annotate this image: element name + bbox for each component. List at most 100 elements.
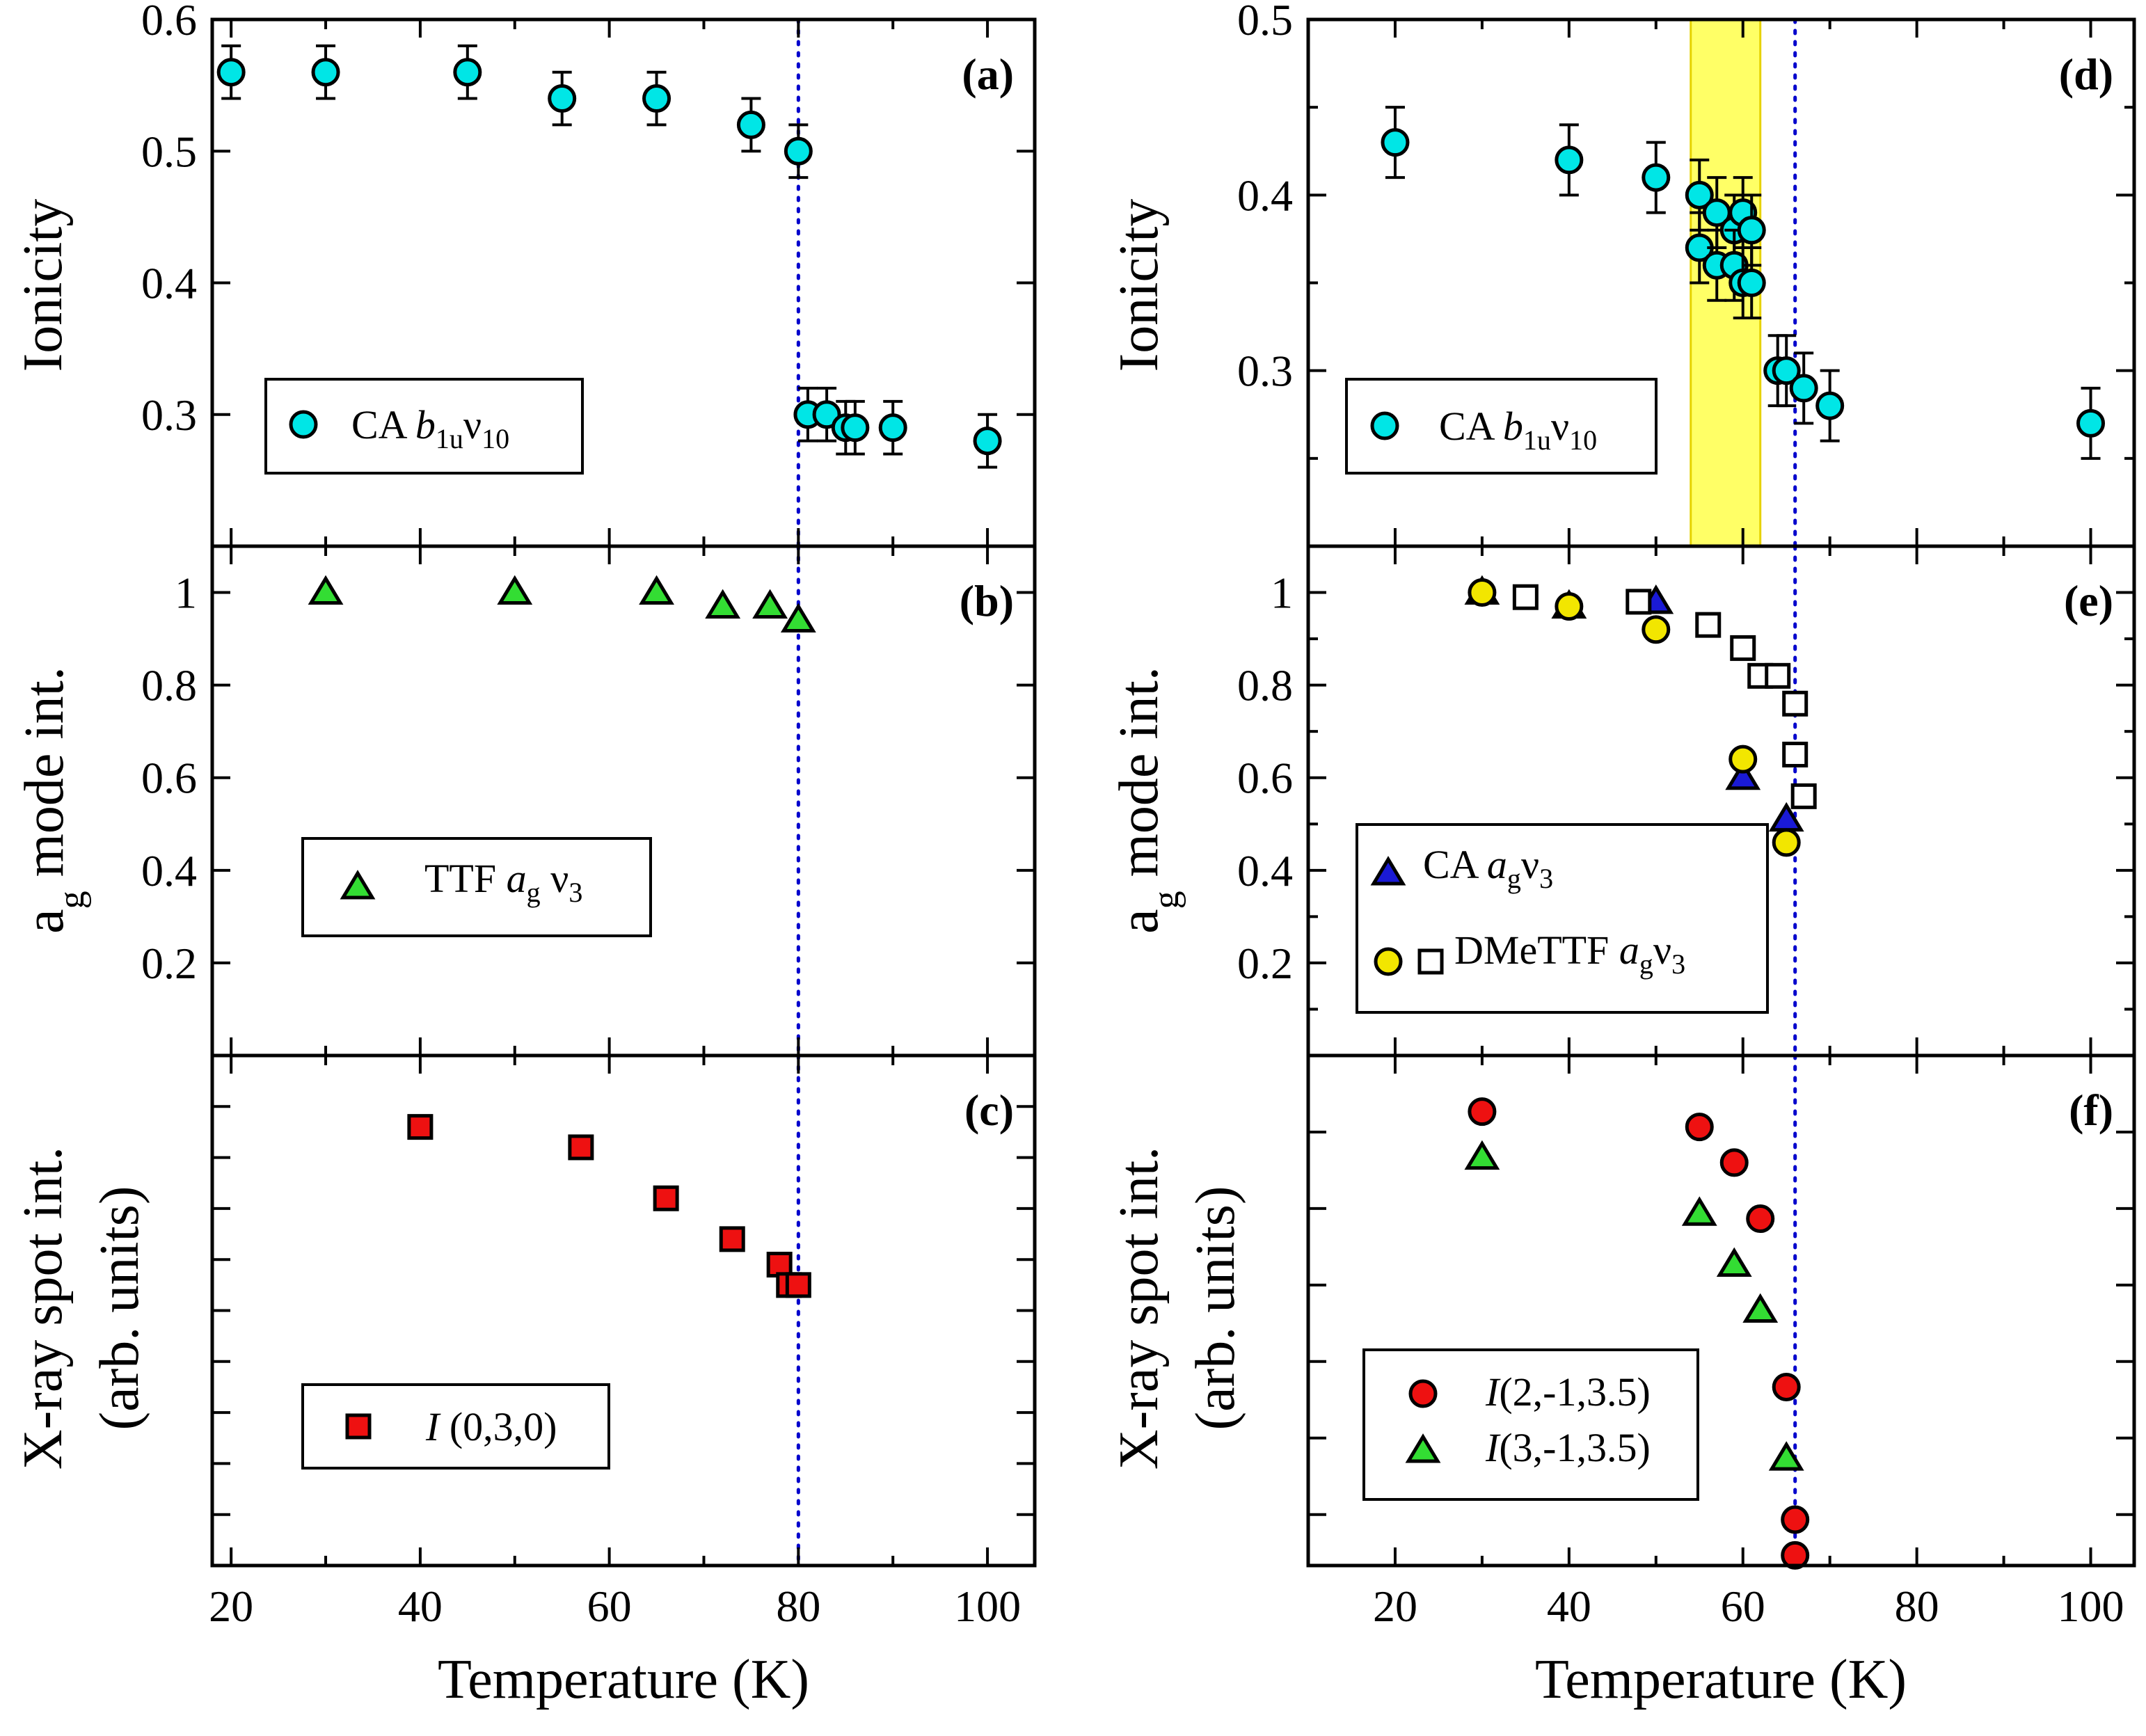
legend-label-part: CA [1423, 842, 1487, 887]
legend-label-part: ν [1521, 842, 1539, 887]
legend-marker [289, 410, 318, 439]
x-tick-label: 60 [587, 1582, 632, 1631]
plot-frame [210, 544, 1037, 1058]
ylabel-ionicity-left: Ionicity [13, 199, 74, 372]
legend-label-part: g [527, 877, 541, 908]
ylabel-ag-a: a [1108, 909, 1170, 934]
x-tick-label: 100 [954, 1582, 1021, 1631]
x-tick-label: 80 [1895, 1582, 1939, 1631]
data-point [1642, 615, 1671, 644]
series-e-0 [1464, 575, 1804, 832]
series-d-0 [1381, 106, 2106, 460]
legend-marker [1370, 411, 1399, 440]
data-point [1642, 163, 1671, 192]
legend-label-part: 3 [569, 877, 582, 908]
data-point [1685, 1113, 1714, 1142]
data-point [568, 1134, 594, 1161]
legend-label: TTF ag ν3 [424, 856, 582, 908]
y-tick-label: 0.4 [141, 259, 197, 308]
ylabel-ag-rest: mode int. [14, 667, 75, 891]
data-point [216, 58, 246, 87]
data-point [639, 575, 674, 605]
panel-label: (e) [2064, 576, 2113, 626]
legend-label: CA agν3 [1423, 842, 1553, 894]
plot-frame [1306, 1053, 2136, 1568]
legend-c: I (0,3,0) [301, 1383, 610, 1470]
series-f-0 [1468, 1097, 1810, 1570]
legend-label-part: ν [1551, 404, 1569, 449]
legend-label-part: I [1485, 1425, 1501, 1470]
data-point [1468, 1097, 1497, 1126]
legend-label: I(2,-1,3.5) [1485, 1369, 1651, 1415]
data-point [1512, 584, 1539, 610]
y-tick-label: 0.4 [141, 846, 197, 895]
data-point [1381, 128, 1410, 157]
legend-marker [1417, 948, 1444, 975]
legend-marker [1408, 1379, 1438, 1408]
series-e-2 [1512, 584, 1817, 809]
x-tick-label: 100 [2058, 1582, 2124, 1631]
data-point [780, 603, 816, 632]
y-tick-label: 0.4 [1237, 170, 1293, 220]
data-point [1742, 1293, 1779, 1323]
data-point [1737, 216, 1766, 245]
legend-label-part: DMeTTF [1454, 927, 1619, 973]
y-tick-label: 0.5 [141, 127, 197, 176]
panel-label: (f) [2069, 1085, 2113, 1135]
xlabel-left: Temperature (K) [438, 1649, 809, 1710]
data-point [497, 575, 533, 605]
ylabel-ag-a: a [14, 909, 75, 934]
data-point [1716, 1247, 1752, 1277]
data-point [1737, 269, 1766, 297]
data-point [1790, 783, 1817, 809]
data-point [1695, 612, 1722, 638]
y-tick-label: 1 [1271, 568, 1293, 618]
legend-box [264, 378, 584, 475]
legend-label-part: (3,-1,3.5) [1499, 1425, 1650, 1470]
ylabel-ag-sub: g [1147, 891, 1186, 909]
legend-label-part: a [1619, 927, 1639, 973]
y-tick-label: 0.3 [141, 390, 197, 440]
data-point [653, 1185, 679, 1211]
ylabel-ionicity-right: Ionicity [1108, 199, 1170, 372]
data-point [1765, 662, 1791, 689]
legend-e: CA agν3 DMeTTF agν3 [1356, 823, 1769, 1014]
panel-b: 0.2 0.4 0.6 0.8 1 (b) TTF ag ν3 [141, 544, 1037, 1058]
data-point [1768, 802, 1804, 832]
data-point [1781, 1505, 1810, 1534]
data-point [1719, 1148, 1749, 1177]
legend-marker [1374, 947, 1403, 976]
legend-label: DMeTTF agν3 [1454, 927, 1685, 980]
data-point [2076, 408, 2106, 438]
data-point [308, 575, 344, 605]
legend-label-part: ν [463, 402, 482, 447]
data-point [1681, 1196, 1717, 1226]
series-a-0 [216, 44, 1002, 469]
legend-label-part: 10 [1569, 424, 1597, 456]
panel-a: 0.3 0.4 0.5 0.6 (a) CA b1uν10 [141, 0, 1037, 548]
legend-label: CA b1uν10 [1439, 404, 1597, 456]
legend-label-part: 10 [482, 423, 509, 454]
data-point [1789, 374, 1818, 403]
data-point [548, 84, 577, 113]
data-point [785, 1272, 811, 1298]
legend-label-part: I [425, 1404, 441, 1449]
data-point [812, 400, 841, 429]
data-point [1626, 589, 1652, 615]
x-tick-label: 20 [209, 1582, 253, 1631]
data-point [1815, 391, 1845, 420]
data-point [878, 413, 907, 443]
legend-box [1356, 823, 1769, 1014]
y-tick-label: 0.2 [141, 939, 197, 988]
panel-label: (d) [2059, 49, 2113, 99]
y-tick-label: 0.6 [141, 0, 197, 45]
data-point [1782, 690, 1809, 717]
x-tick-label: 80 [776, 1582, 820, 1631]
series-e-1 [1468, 578, 1801, 857]
data-point [1772, 356, 1801, 385]
data-point [1555, 592, 1584, 621]
data-point [642, 84, 671, 113]
y-tick-label: 1 [175, 568, 197, 618]
data-point [1464, 1140, 1500, 1170]
